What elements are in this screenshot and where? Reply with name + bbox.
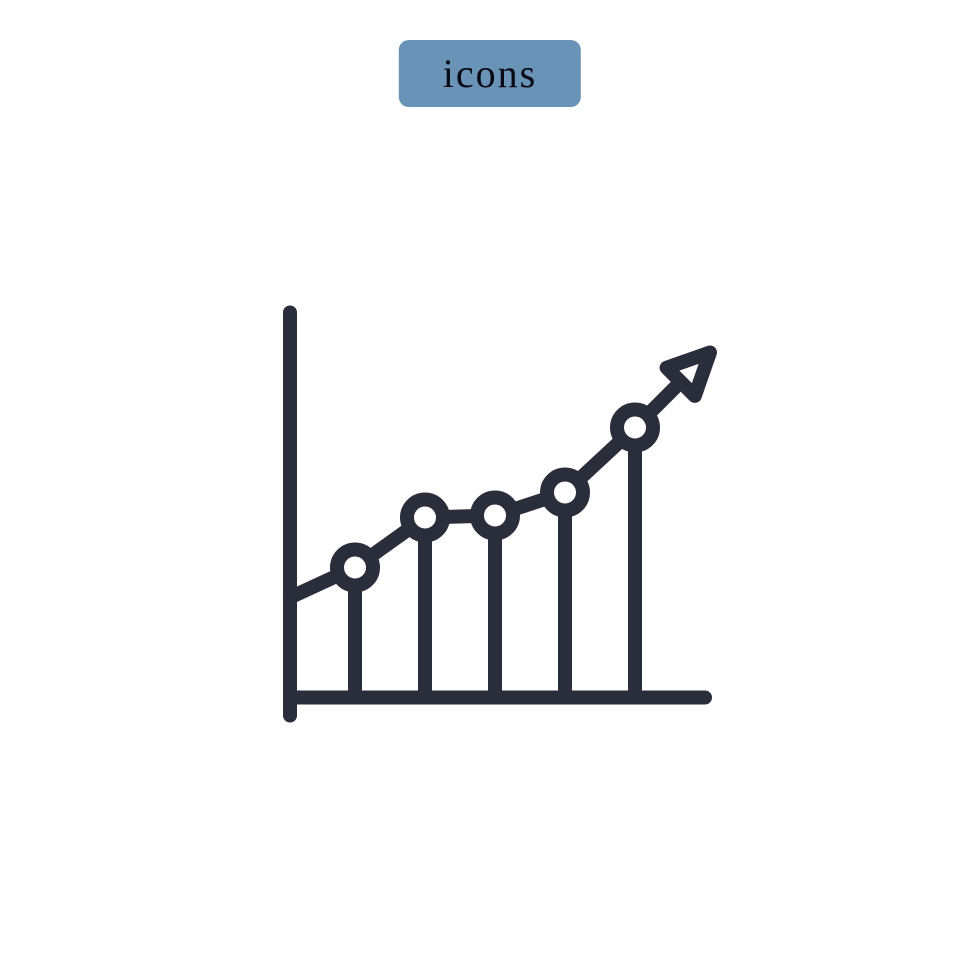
title-badge: icons (399, 40, 581, 107)
title-badge-label: icons (443, 50, 537, 97)
growth-chart-icon (250, 268, 730, 753)
